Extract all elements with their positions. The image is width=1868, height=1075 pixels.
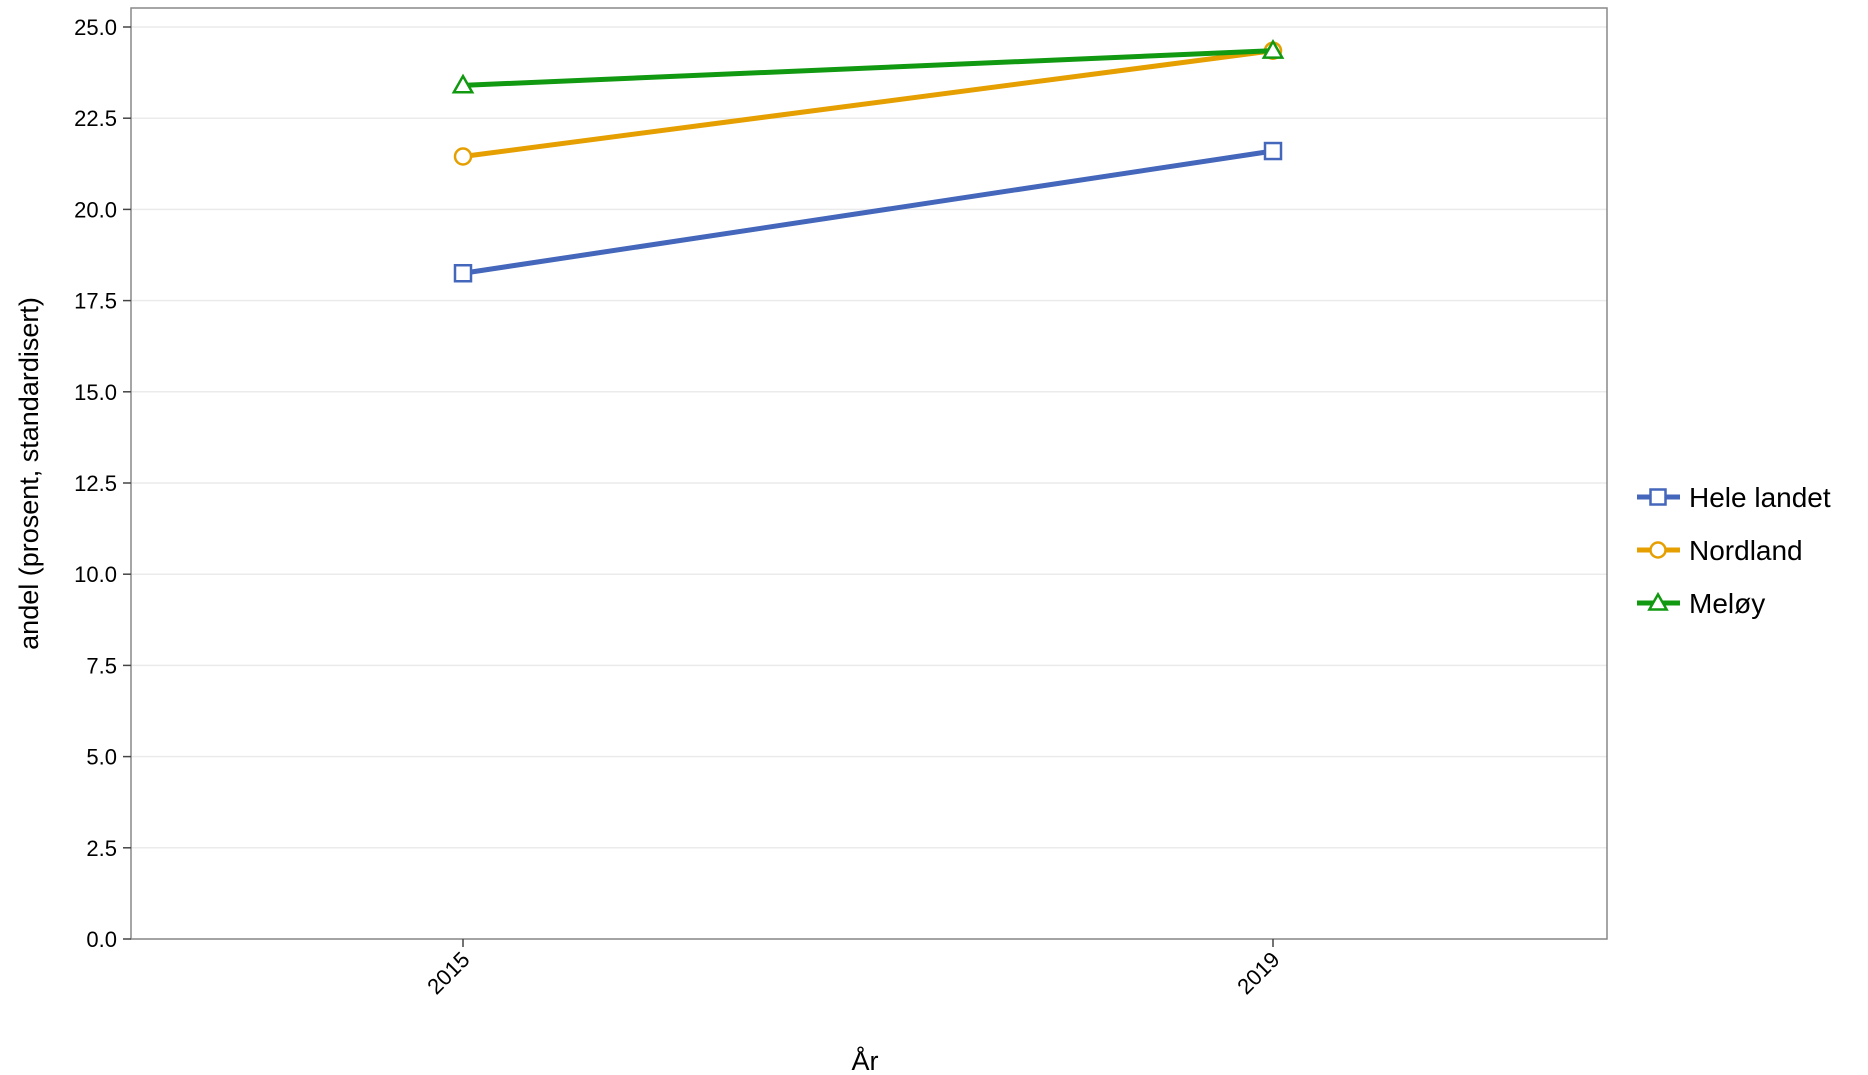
square-marker: [453, 263, 473, 283]
y-tick-label: 20.0: [74, 197, 117, 222]
grid-lines: [131, 26, 1607, 940]
y-tick-label: 15.0: [74, 380, 117, 405]
triangle-marker: [451, 73, 475, 94]
y-tick-label: 22.5: [74, 106, 117, 131]
legend: Hele landet Nordland Meløy: [1637, 482, 1831, 619]
y-tick-label: 2.5: [86, 836, 117, 861]
y-tick-label: 10.0: [74, 562, 117, 587]
legend-label: Hele landet: [1689, 482, 1831, 513]
x-axis-title: År: [852, 1045, 879, 1075]
y-axis: 0.0 2.5 5.0 7.5 10.0 12.5 15.0 17.5 20.0 22.5 25.0: [74, 15, 131, 952]
series-line: [462, 148, 1274, 276]
triangle-marker: [1647, 591, 1669, 611]
x-tick-label: 2015: [422, 947, 474, 999]
y-tick-label: 25.0: [74, 15, 117, 40]
series-layer: [451, 38, 1285, 283]
y-tick-label: 12.5: [74, 471, 117, 496]
y-tick-label: 5.0: [86, 745, 117, 770]
x-axis: 2015 2019: [422, 939, 1285, 999]
y-axis-title: andel (prosent, standardisert): [14, 297, 44, 650]
series-hele-landet: [453, 141, 1283, 283]
series-nordland: [453, 41, 1283, 166]
y-tick-label: 17.5: [74, 289, 117, 314]
legend-label: Nordland: [1689, 535, 1803, 566]
square-marker: [1649, 488, 1667, 506]
plot-panel: [130, 7, 1608, 940]
legend-item: Meløy: [1637, 588, 1765, 619]
circle-marker: [1649, 541, 1667, 559]
y-tick-label: 0.0: [86, 927, 117, 952]
series-meløy: [451, 38, 1285, 94]
x-tick-label: 2019: [1232, 947, 1284, 999]
circle-marker: [453, 147, 473, 166]
triangle-marker: [1261, 38, 1285, 59]
y-tick-label: 7.5: [86, 653, 117, 678]
legend-item: Nordland: [1637, 535, 1803, 566]
legend-label: Meløy: [1689, 588, 1765, 619]
legend-item: Hele landet: [1637, 482, 1831, 513]
square-marker: [1263, 141, 1283, 161]
series-line: [462, 48, 1274, 159]
series-line: [462, 48, 1274, 88]
